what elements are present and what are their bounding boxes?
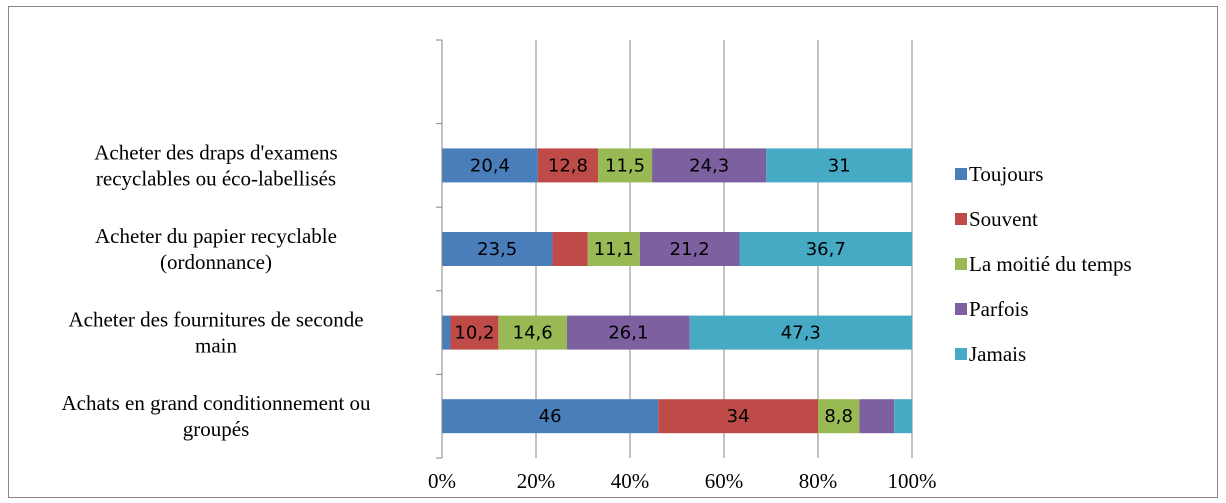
bar-segment <box>537 148 599 183</box>
category-label: Acheter des draps d'examens <box>94 140 337 164</box>
data-label: 23,5 <box>477 239 517 260</box>
category-axis <box>436 39 443 459</box>
data-label: 8,8 <box>824 406 853 427</box>
category-label: Achats en grand conditionnement ou <box>61 391 371 415</box>
legend-swatch <box>955 258 967 270</box>
bar-segment <box>658 399 818 434</box>
data-label: 14,6 <box>513 323 553 344</box>
data-label: 24,3 <box>689 155 729 176</box>
value-axis: 0% 20% 40% 60% 80% 100% <box>428 469 937 493</box>
x-tick-label: 40% <box>611 469 650 493</box>
legend-label: La moitié du temps <box>969 252 1132 276</box>
bars: 46 34 8,8 10,2 14,6 26,1 47,3 23,5 11,1 21,2 36,7 2… <box>442 148 912 434</box>
data-label: 21,2 <box>670 239 710 260</box>
category-label: Acheter du papier recyclable <box>95 224 337 248</box>
x-tick-label: 80% <box>799 469 838 493</box>
category-label: (ordonnance) <box>160 250 272 274</box>
legend-swatch <box>955 348 967 360</box>
legend-label: Toujours <box>969 162 1043 186</box>
bar-segment <box>498 315 568 350</box>
data-label: 46 <box>539 406 562 427</box>
data-label: 11,5 <box>605 155 645 176</box>
bar-segment <box>442 148 538 183</box>
bar-segment <box>652 148 767 183</box>
category-label: main <box>195 334 237 358</box>
bar-segment <box>894 399 912 434</box>
legend-label: Jamais <box>969 342 1026 366</box>
x-tick-label: 0% <box>428 469 456 493</box>
bar-segment <box>587 232 640 266</box>
data-label: 11,1 <box>594 239 634 260</box>
bar-segment <box>442 315 451 350</box>
bar-segment <box>442 399 659 434</box>
legend-label: Souvent <box>969 207 1038 231</box>
bar-segment <box>766 148 912 183</box>
x-tick-label: 60% <box>705 469 744 493</box>
bar-segment <box>552 232 588 266</box>
bar-segment <box>689 315 912 350</box>
legend-swatch <box>955 168 967 180</box>
category-labels: Achats en grand conditionnement ougroupé… <box>61 140 371 441</box>
data-label: 47,3 <box>781 323 821 344</box>
data-label: 31 <box>828 155 851 176</box>
category-label: groupés <box>183 417 250 441</box>
bar-segment <box>739 232 912 266</box>
data-label: 20,4 <box>470 155 510 176</box>
data-label: 36,7 <box>806 239 846 260</box>
legend-label: Parfois <box>969 297 1029 321</box>
legend-swatch <box>955 303 967 315</box>
bar-segment <box>442 232 553 266</box>
data-label: 34 <box>727 406 750 427</box>
category-label: Acheter des fournitures de seconde <box>68 308 363 332</box>
bar-segment <box>639 232 740 266</box>
category-label: recyclables ou éco-labellisés <box>96 166 336 190</box>
legend: Toujours Souvent La moitié du temps Parfois… <box>955 162 1132 366</box>
legend-swatch <box>955 213 967 225</box>
bar-segment <box>598 148 653 183</box>
bar-segment <box>567 315 690 350</box>
bar-segment <box>818 399 860 434</box>
bar-segment <box>450 315 499 350</box>
data-label: 12,8 <box>548 155 588 176</box>
x-tick-label: 20% <box>517 469 556 493</box>
data-label: 10,2 <box>454 323 494 344</box>
bar-segment <box>859 399 895 434</box>
x-tick-label: 100% <box>888 469 937 493</box>
data-label: 26,1 <box>608 323 648 344</box>
